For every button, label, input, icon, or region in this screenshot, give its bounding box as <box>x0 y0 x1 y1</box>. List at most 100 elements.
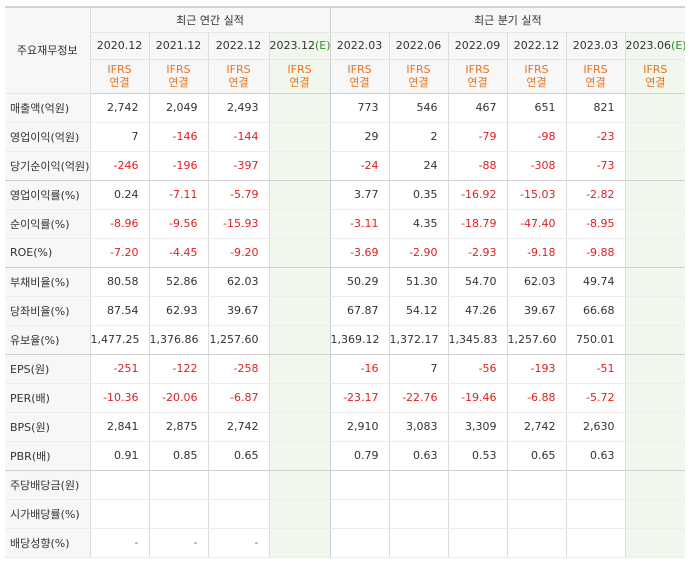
ifrs-label: IFRS 연결 <box>90 59 149 94</box>
period-header: 2022.03 <box>329 32 390 60</box>
table-cell: -20.06 <box>148 383 208 413</box>
table-cell: 821 <box>565 93 626 123</box>
ifrs-label: IFRS 연결 <box>329 59 390 94</box>
ifrs-label: IFRS 연결 <box>268 59 331 94</box>
ifrs-line-1: IFRS <box>583 63 608 76</box>
table-cell: 67.87 <box>329 296 390 326</box>
table-cell: -98 <box>506 122 567 152</box>
table-cell: 0.79 <box>329 441 390 471</box>
row-label: 시가배당률(%) <box>5 499 91 529</box>
table-cell: 1,372.17 <box>388 325 449 355</box>
table-cell <box>268 296 331 326</box>
table-cell <box>565 470 626 500</box>
table-cell <box>268 528 331 558</box>
table-cell: -2.82 <box>565 180 626 210</box>
table-cell: 66.68 <box>565 296 626 326</box>
table-cell: -2.93 <box>447 238 508 268</box>
table-cell: 51.30 <box>388 267 449 297</box>
corner-label: 주요재무정보 <box>5 6 91 94</box>
table-cell <box>565 528 626 558</box>
table-cell <box>624 325 686 355</box>
table-cell: -9.56 <box>148 209 208 239</box>
table-cell: -146 <box>148 122 208 152</box>
table-cell <box>506 528 567 558</box>
ifrs-label: IFRS 연결 <box>506 59 567 94</box>
period-header-row: 2020.12 2021.12 2022.12 2023.12(E) 2022.03 20… <box>5 32 686 60</box>
table-cell <box>268 441 331 471</box>
period-label: 2022.03 <box>336 39 383 52</box>
table-cell <box>565 499 626 529</box>
table-cell: 1,376.86 <box>148 325 208 355</box>
table-cell: -2.90 <box>388 238 449 268</box>
period-label: 2022.12 <box>215 39 262 52</box>
table-cell: 2,742 <box>90 93 149 123</box>
row-label: 영업이익률(%) <box>5 180 91 210</box>
table-cell: 52.86 <box>148 267 208 297</box>
table-cell <box>207 499 269 529</box>
table-cell: -56 <box>447 354 508 384</box>
ifrs-label: IFRS 연결 <box>388 59 449 94</box>
table-cell <box>268 151 331 181</box>
table-cell: 39.67 <box>506 296 567 326</box>
period-header: 2023.12(E) <box>268 32 331 60</box>
table-cell <box>624 296 686 326</box>
table-cell: 49.74 <box>565 267 626 297</box>
table-cell: 0.35 <box>388 180 449 210</box>
row-label: 영업이익(억원) <box>5 122 91 152</box>
table-cell: 62.03 <box>207 267 269 297</box>
table-cell: -7.20 <box>90 238 149 268</box>
table-cell: -251 <box>90 354 149 384</box>
table-cell: 1,345.83 <box>447 325 508 355</box>
period-header: 2021.12 <box>148 32 208 60</box>
table-cell <box>90 470 149 500</box>
table-row: 유보율(%) 1,477.25 1,376.86 1,257.60 1,369.12 1,… <box>5 325 686 355</box>
table-cell: -308 <box>506 151 567 181</box>
table-cell: -10.36 <box>90 383 149 413</box>
row-label: 당기순이익(억원) <box>5 151 91 181</box>
table-row: 매출액(억원) 2,742 2,049 2,493 773 546 467 651 821 <box>5 93 686 123</box>
row-label: ROE(%) <box>5 238 91 268</box>
table-cell <box>624 122 686 152</box>
estimate-mark: (E) <box>315 39 331 52</box>
table-cell: 0.91 <box>90 441 149 471</box>
row-label: 부채비율(%) <box>5 267 91 297</box>
table-cell: 62.03 <box>506 267 567 297</box>
table-cell: 54.12 <box>388 296 449 326</box>
table-cell: 7 <box>90 122 149 152</box>
table-cell: -193 <box>506 354 567 384</box>
table-cell: -73 <box>565 151 626 181</box>
ifrs-line-2: 연결 <box>228 76 249 89</box>
ifrs-line-1: IFRS <box>226 63 251 76</box>
table-cell <box>268 267 331 297</box>
table-cell: -79 <box>447 122 508 152</box>
table-cell: -4.45 <box>148 238 208 268</box>
table-row: PBR(배) 0.91 0.85 0.65 0.79 0.63 0.53 0.65 0.63 <box>5 441 686 471</box>
table-row: 배당성향(%) - - - <box>5 528 686 558</box>
row-label: PBR(배) <box>5 441 91 471</box>
table-cell <box>624 412 686 442</box>
table-cell: 0.53 <box>447 441 508 471</box>
table-cell <box>447 528 508 558</box>
table-cell: 2,841 <box>90 412 149 442</box>
table-cell <box>268 383 331 413</box>
period-label: 2020.12 <box>96 39 143 52</box>
period-label: 2023.06 <box>625 39 672 52</box>
table-cell: 773 <box>329 93 390 123</box>
table-cell: -246 <box>90 151 149 181</box>
table-cell: 3,309 <box>447 412 508 442</box>
table-cell <box>624 354 686 384</box>
table-row: 영업이익률(%) 0.24 -7.11 -5.79 3.77 0.35 -16.92 -15.… <box>5 180 686 210</box>
table-cell: 62.93 <box>148 296 208 326</box>
table-cell: -6.87 <box>207 383 269 413</box>
table-cell <box>447 470 508 500</box>
table-cell <box>268 93 331 123</box>
ifrs-line-2: 연결 <box>168 76 189 89</box>
ifrs-line-1: IFRS <box>107 63 132 76</box>
table-cell <box>329 499 390 529</box>
period-header: 2022.12 <box>506 32 567 60</box>
table-cell <box>624 470 686 500</box>
table-cell: 24 <box>388 151 449 181</box>
row-label: 주당배당금(원) <box>5 470 91 500</box>
table-cell: -9.88 <box>565 238 626 268</box>
period-header: 2023.03 <box>565 32 626 60</box>
